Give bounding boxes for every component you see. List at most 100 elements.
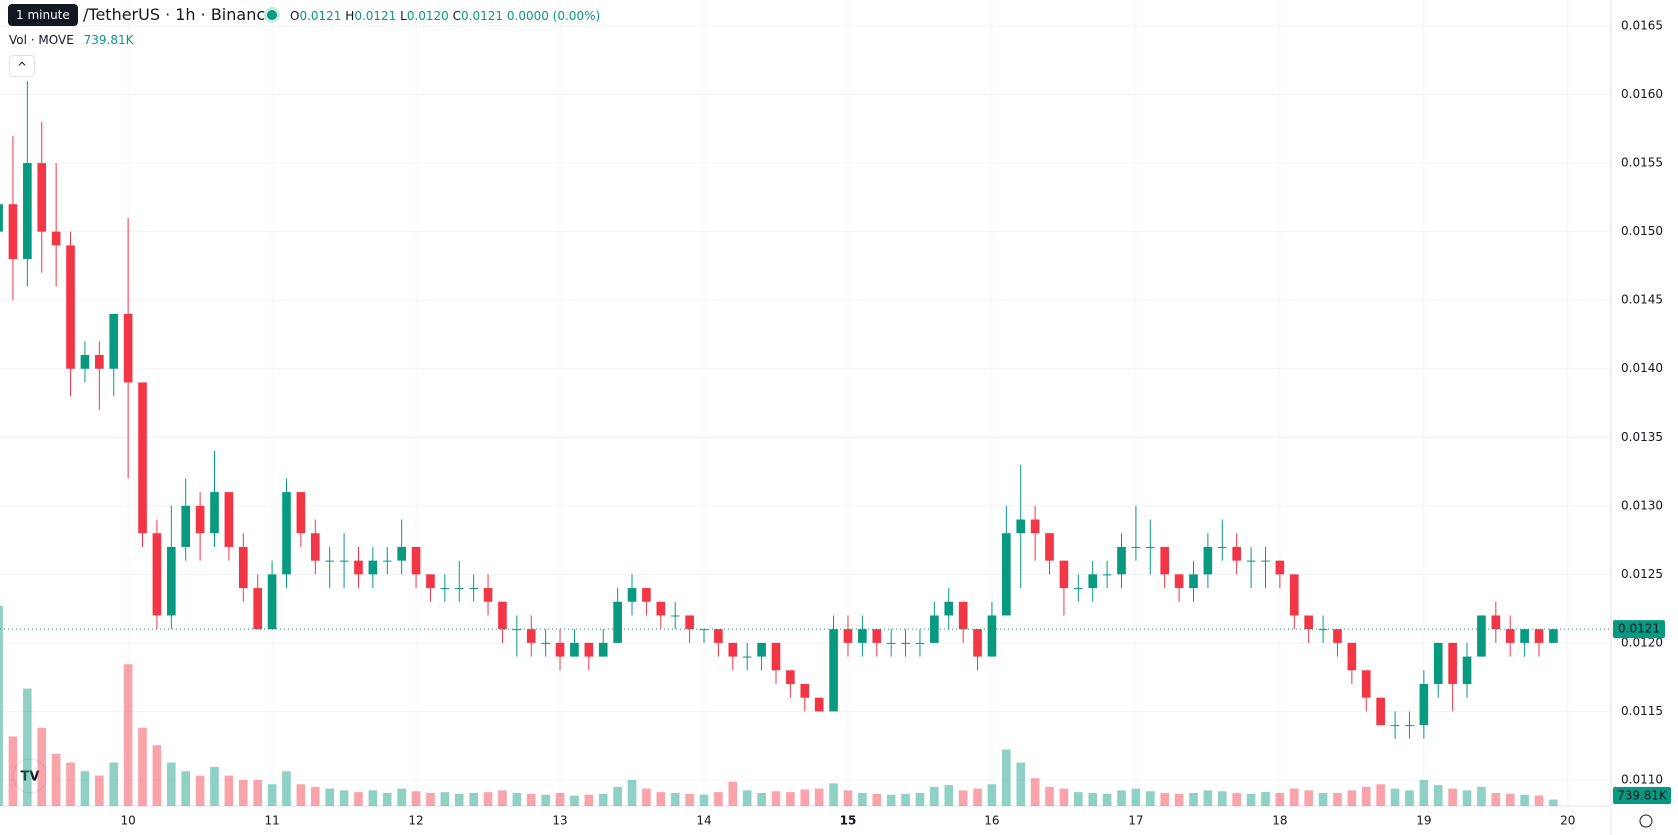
volume-bar [598, 793, 608, 806]
candle-body [1117, 546, 1126, 575]
candle-body [411, 546, 421, 575]
volume-bar [109, 762, 119, 806]
volume-bar [51, 753, 61, 806]
collapse-button[interactable]: ^ [9, 55, 35, 77]
volume-bar [1102, 793, 1112, 806]
volume-bar [973, 788, 982, 806]
volume-bar [498, 790, 507, 806]
volume-bar [23, 688, 32, 806]
volume-bar [1002, 749, 1011, 806]
price-axis-bg [1611, 0, 1678, 835]
volume-bar [958, 790, 968, 806]
candle-body [397, 546, 406, 561]
volume-bar [454, 793, 464, 806]
candle-body [138, 382, 147, 534]
x-tick-label: 16 [984, 814, 999, 828]
volume-bar [728, 781, 738, 806]
volume-bar [354, 792, 363, 806]
candle-body [872, 629, 882, 643]
candle-body [1189, 574, 1198, 589]
y-tick-label: 0.0115 [1621, 704, 1663, 718]
volume-bar [80, 771, 90, 806]
candle-body [0, 204, 3, 232]
candle-body [66, 245, 75, 369]
volume-bar [1217, 791, 1227, 806]
y-tick-label: 0.0140 [1621, 361, 1663, 375]
candle-body [742, 656, 752, 658]
volume-bar [771, 791, 781, 806]
candle-body [1002, 533, 1011, 616]
volume-bar [66, 762, 75, 806]
volume-bar [138, 727, 147, 806]
volume-bar [1549, 799, 1558, 806]
volume-bar [1304, 790, 1313, 806]
candle-body [1390, 725, 1400, 727]
candle-body [1203, 546, 1213, 575]
volume-bar [1275, 792, 1285, 806]
volume-bar [570, 795, 579, 806]
candle-body [1232, 546, 1242, 561]
volume-bar [685, 793, 694, 806]
candle-body [958, 601, 968, 630]
candle-body [253, 588, 263, 630]
volume-bar [1074, 792, 1083, 806]
x-tick-label: 11 [264, 814, 279, 828]
volume-bar [613, 786, 622, 806]
candle-body [483, 588, 493, 602]
candle-body [1376, 697, 1385, 726]
x-tick-label: 10 [120, 814, 135, 828]
volume-bar [411, 791, 421, 806]
candle-body [1102, 574, 1112, 576]
candle-body [1289, 574, 1299, 616]
volume-bar [1534, 795, 1544, 806]
symbol-title[interactable]: /TetherUS · 1h · Binance [83, 5, 275, 24]
last-price-label: 0.0121 [1618, 622, 1660, 636]
volume-bar [930, 786, 939, 806]
candle-body [1016, 519, 1026, 534]
candle-body [1520, 629, 1529, 643]
candle-body [167, 546, 176, 616]
candle-body [1534, 629, 1544, 643]
candle-body [267, 574, 277, 630]
candle-body [325, 560, 335, 562]
candle-body [1145, 546, 1155, 548]
volume-bar [872, 793, 882, 806]
candle-body [1246, 560, 1256, 562]
volume-bar [1045, 786, 1054, 806]
volume-bar [368, 790, 378, 806]
settings-icon[interactable] [1639, 814, 1653, 828]
candle-body [51, 231, 61, 246]
tv-logo[interactable] [12, 758, 48, 794]
candle-body [296, 492, 306, 534]
volume-bar [1189, 792, 1198, 806]
candle-body [498, 601, 507, 630]
volume-bar [210, 766, 219, 806]
volume-bar [1059, 788, 1069, 806]
volume-bar [1505, 793, 1515, 806]
candle-body [224, 492, 234, 547]
volume-bar [167, 762, 176, 806]
volume-bar [656, 792, 666, 806]
candle-body [570, 642, 579, 657]
candle-body [469, 588, 478, 590]
volume-bar [1318, 792, 1328, 806]
volume-value: 739.81K [83, 33, 134, 47]
candle-body [786, 670, 795, 685]
volume-bar [0, 606, 3, 806]
volume-bar [1030, 778, 1040, 806]
volume-bar [483, 792, 493, 806]
volume-bar [670, 792, 680, 806]
volume-bar [541, 794, 550, 806]
candle-body [1131, 546, 1141, 548]
volume-bar [1174, 793, 1184, 806]
volume-bar [627, 779, 637, 806]
candle-body [771, 642, 781, 671]
candle-body [670, 615, 680, 617]
volume-bar [123, 664, 133, 806]
candle-body [1088, 574, 1098, 589]
candle-body [80, 355, 90, 369]
c-label: C [452, 9, 462, 23]
volume-bar [642, 788, 651, 806]
candle-body [598, 642, 608, 657]
candle-body [1448, 642, 1457, 685]
